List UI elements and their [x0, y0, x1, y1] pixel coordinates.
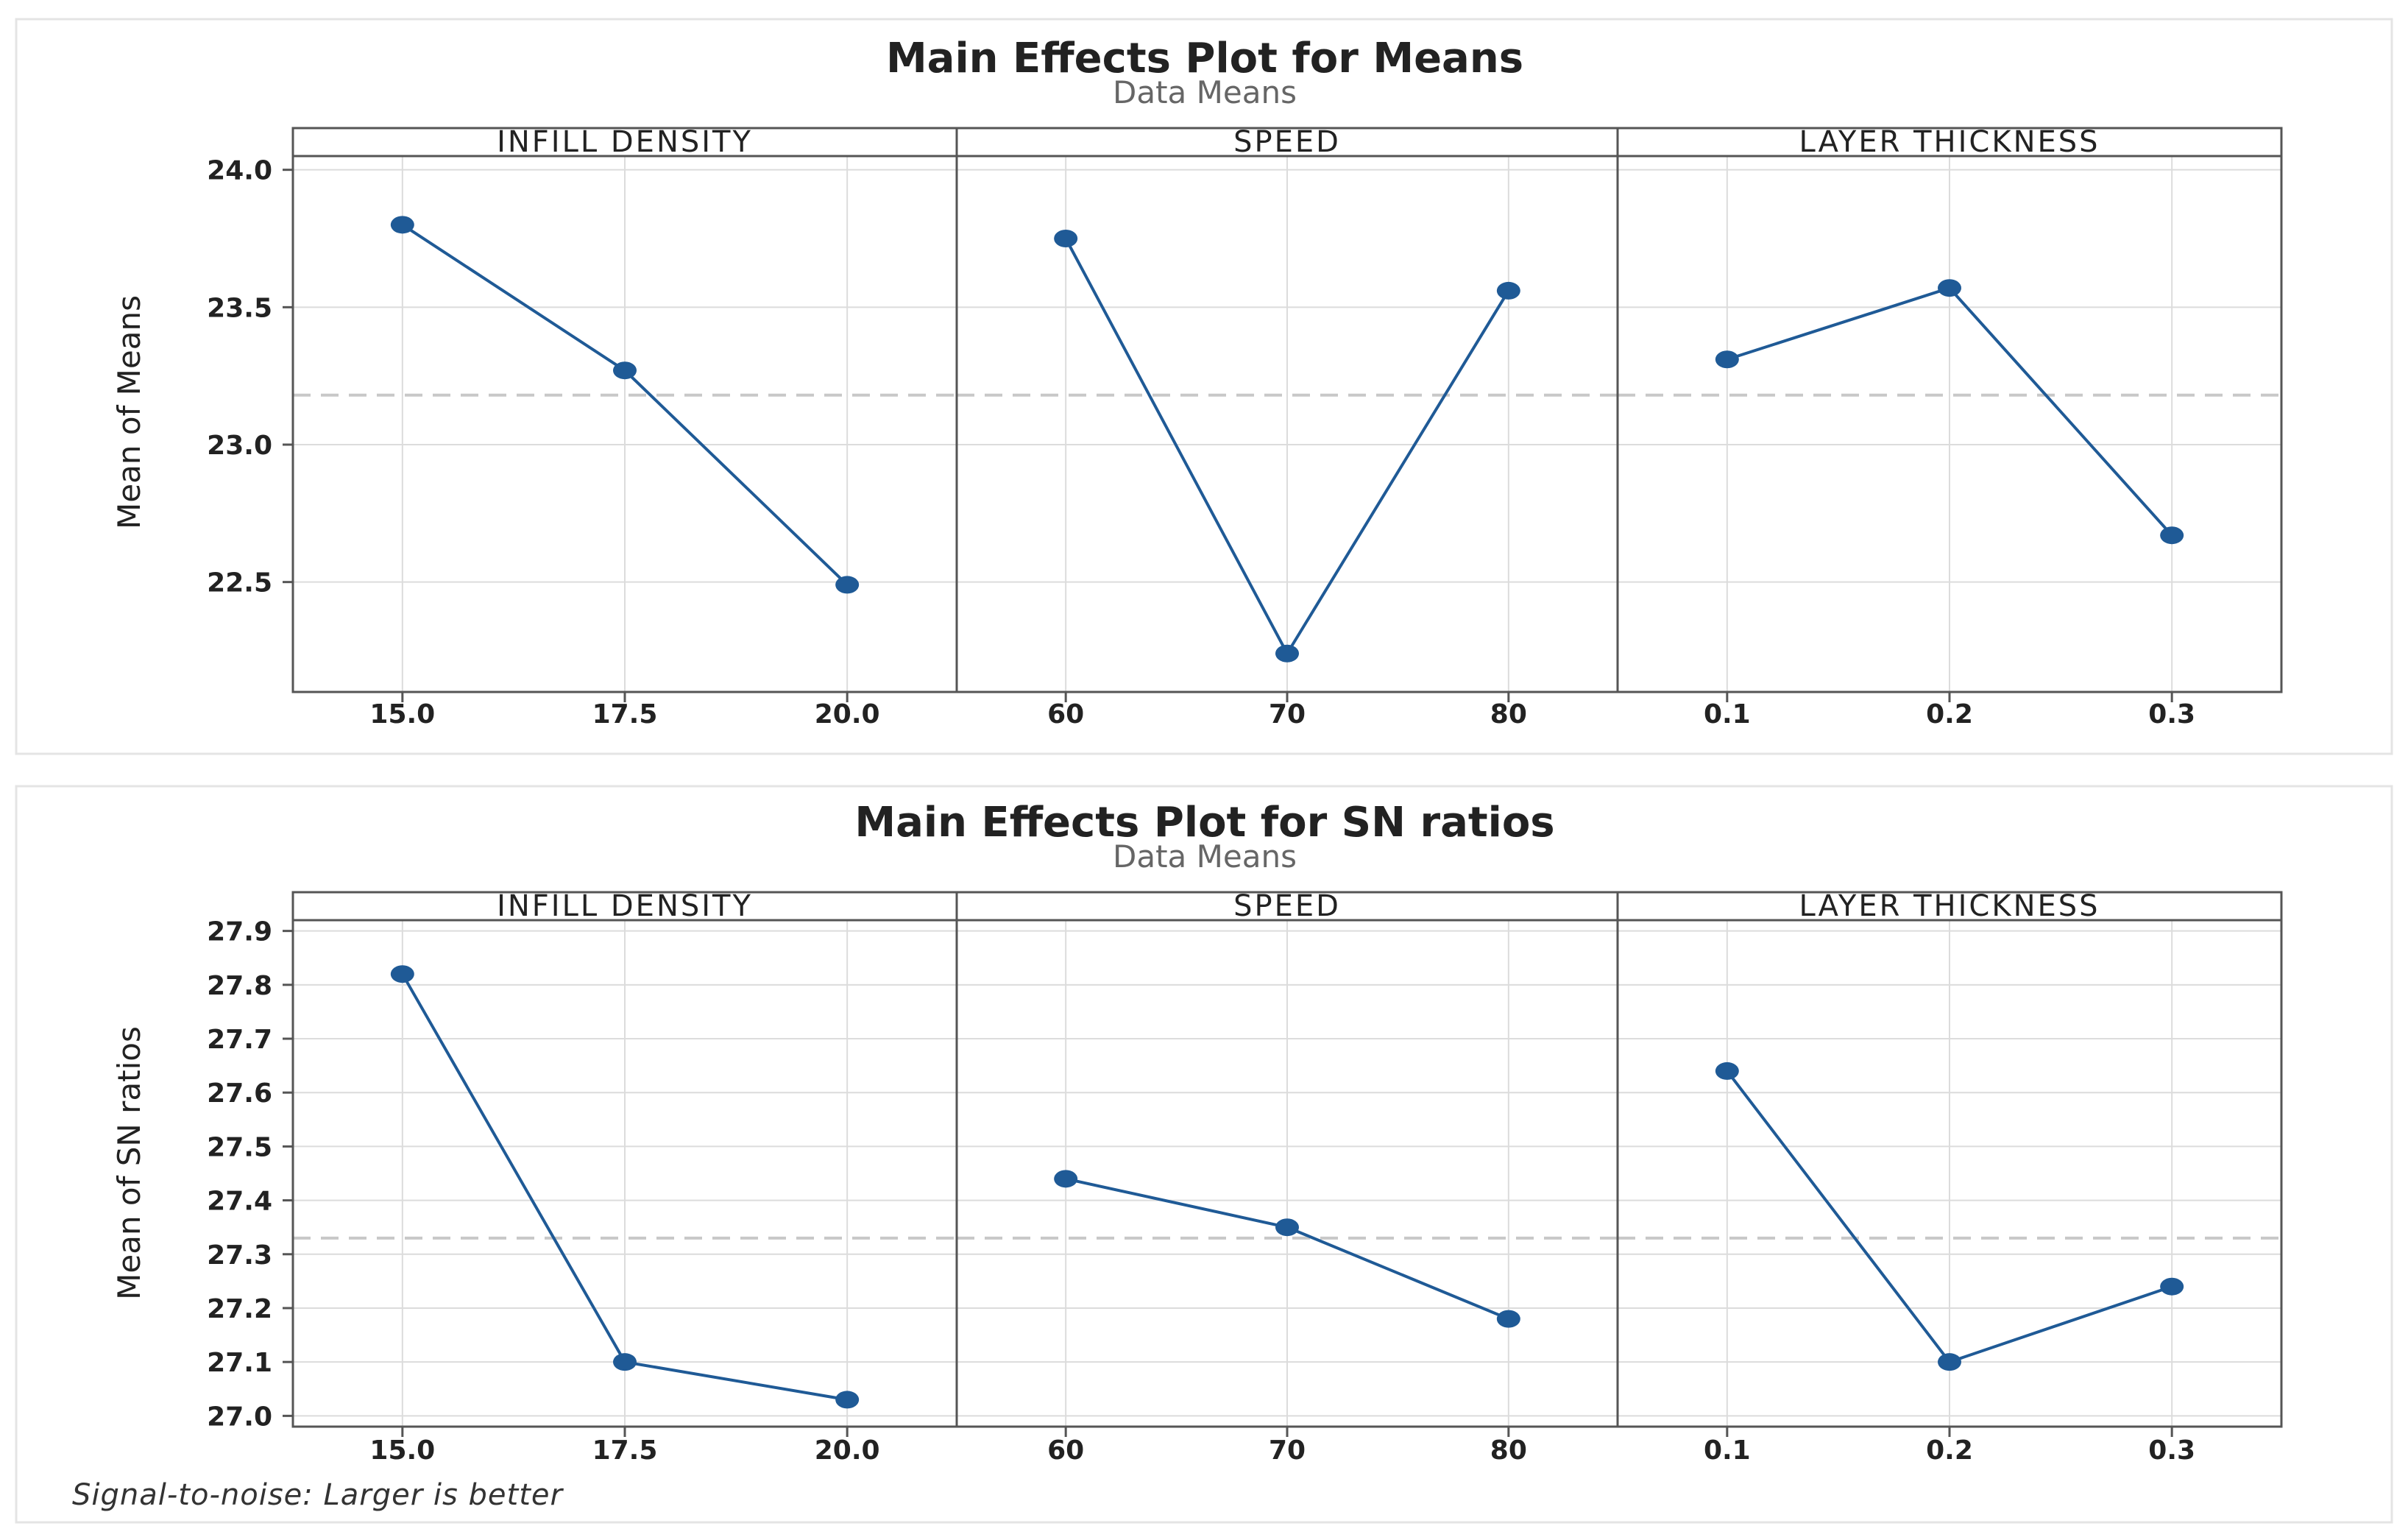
- y-tick-label: 27.7: [207, 1025, 272, 1055]
- panel-strip-label: SPEED: [1233, 125, 1341, 159]
- x-tick-label: 0.3: [2148, 1435, 2195, 1466]
- panel-strip-label: LAYER THICKNESS: [1799, 125, 2100, 159]
- data-point: [613, 1353, 637, 1371]
- y-axis-label: Mean of SN ratios: [111, 1026, 147, 1300]
- x-tick-label: 20.0: [815, 699, 880, 730]
- x-tick-label: 0.3: [2148, 699, 2195, 730]
- panel-infill-density: INFILL DENSITY 15.0 17.5 20.0: [291, 889, 958, 1466]
- panel-layer-thickness: LAYER THICKNESS 0.1 0.2 0.3: [1616, 125, 2283, 730]
- data-point: [613, 361, 637, 380]
- data-point: [390, 965, 414, 983]
- x-tick-label: 70: [1269, 1435, 1306, 1466]
- y-tick-label: 27.5: [207, 1132, 272, 1162]
- x-tick-label: 80: [1490, 1435, 1527, 1466]
- chart-frame: [15, 785, 2393, 1524]
- signal-to-noise-footnote: Signal-to-noise: Larger is better: [72, 1478, 563, 1512]
- y-tick-label: 27.9: [207, 917, 272, 947]
- y-tick-label: 27.1: [207, 1348, 272, 1378]
- x-tick-label: 17.5: [592, 1435, 658, 1466]
- data-point: [1496, 1310, 1520, 1328]
- data-point: [2160, 526, 2184, 545]
- x-tick-label: 15.0: [369, 1435, 435, 1466]
- y-tick-label: 27.6: [207, 1078, 272, 1109]
- y-tick-label: 27.0: [207, 1402, 272, 1432]
- panel-strip-label: INFILL DENSITY: [497, 125, 753, 159]
- y-tick-label: 23.0: [207, 431, 272, 461]
- y-tick-label: 23.5: [207, 293, 272, 323]
- panel-infill-density: INFILL DENSITY 15.0 17.5 20.0: [291, 125, 958, 730]
- chart-subtitle: Data Means: [1113, 838, 1297, 875]
- data-point: [1275, 1218, 1299, 1237]
- data-point: [835, 1391, 860, 1409]
- x-tick-label: 0.2: [1926, 1435, 1973, 1466]
- x-tick-label: 17.5: [592, 699, 658, 730]
- chart-subtitle: Data Means: [1113, 74, 1297, 110]
- chart-title: Main Effects Plot for SN ratios: [854, 799, 1554, 847]
- chart-frame: [15, 18, 2393, 755]
- data-point: [1715, 350, 1739, 369]
- x-tick-label: 60: [1047, 699, 1084, 730]
- y-tick-label: 24.0: [207, 156, 272, 186]
- y-tick-label: 22.5: [207, 568, 272, 598]
- x-tick-label: 0.2: [1926, 699, 1973, 730]
- panel-speed: SPEED 60 70 80: [955, 889, 1619, 1466]
- y-tick-label: 27.3: [207, 1240, 272, 1271]
- panel-speed: SPEED 60 70 80: [955, 125, 1619, 730]
- x-tick-label: 0.1: [1704, 1435, 1751, 1466]
- y-tick-label: 27.8: [207, 971, 272, 1001]
- panel-strip-label: SPEED: [1233, 889, 1341, 923]
- data-point: [1496, 281, 1520, 300]
- data-point: [1275, 644, 1299, 663]
- x-tick-label: 70: [1269, 699, 1306, 730]
- panel-strip-label: LAYER THICKNESS: [1799, 889, 2100, 923]
- panel-strip-label: INFILL DENSITY: [497, 889, 753, 923]
- x-tick-label: 0.1: [1704, 699, 1751, 730]
- x-tick-label: 20.0: [815, 1435, 880, 1466]
- data-point: [1938, 279, 1961, 297]
- data-point: [1938, 1353, 1961, 1371]
- data-point: [835, 576, 860, 594]
- x-tick-label: 60: [1047, 1435, 1084, 1466]
- data-point: [1054, 230, 1078, 247]
- panel-layer-thickness: LAYER THICKNESS 0.1 0.2 0.3: [1616, 889, 2283, 1466]
- y-tick-label: 27.4: [207, 1187, 272, 1217]
- chart-title: Main Effects Plot for Means: [886, 35, 1523, 82]
- x-tick-label: 80: [1490, 699, 1527, 730]
- data-point: [2160, 1277, 2184, 1296]
- data-point: [1054, 1170, 1078, 1188]
- y-tick-label: 27.2: [207, 1294, 272, 1324]
- x-tick-label: 15.0: [369, 699, 435, 730]
- data-point: [390, 216, 414, 234]
- data-point: [1715, 1062, 1739, 1080]
- y-axis-label: Mean of Means: [111, 295, 147, 529]
